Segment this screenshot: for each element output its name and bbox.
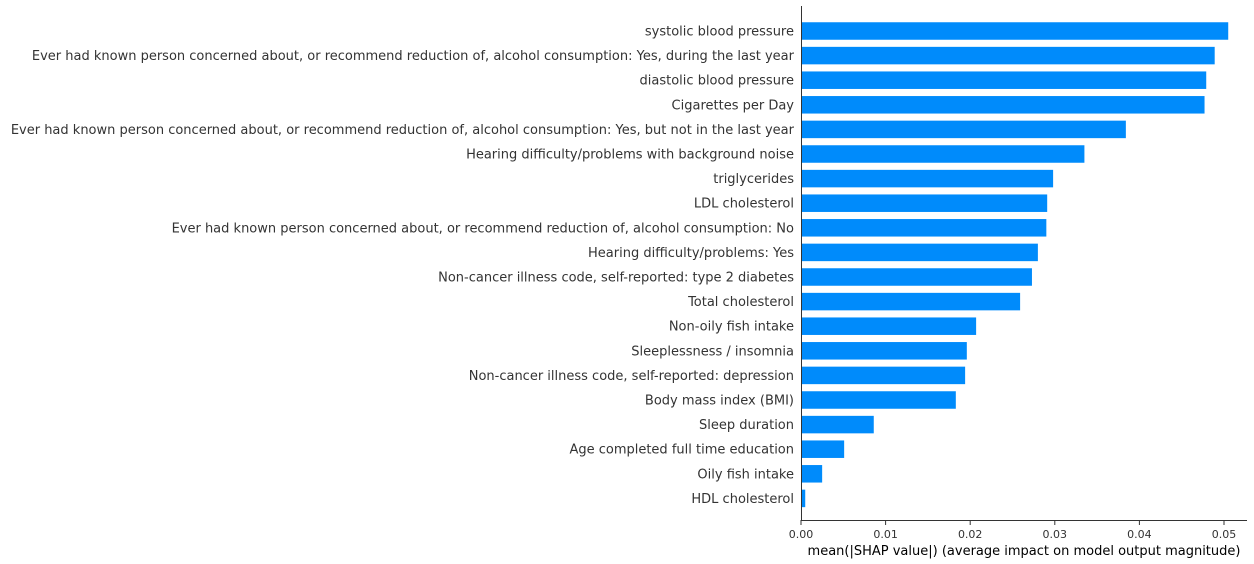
x-tick-label: 0.01	[873, 528, 898, 541]
bar-0	[801, 22, 1229, 40]
bar-14	[801, 366, 966, 385]
bars-group	[801, 22, 1229, 508]
bar-15	[801, 391, 956, 409]
feature-label: systolic blood pressure	[645, 25, 794, 40]
feature-label: Body mass index (BMI)	[645, 394, 794, 409]
feature-label: Non-cancer illness code, self-reported: …	[438, 271, 794, 286]
bar-19	[801, 489, 806, 508]
bar-7	[801, 194, 1048, 212]
feature-label: Non-cancer illness code, self-reported: …	[469, 369, 794, 384]
feature-label: Age completed full time education	[569, 443, 794, 458]
bar-6	[801, 169, 1054, 188]
x-tick-label: 0.02	[958, 528, 983, 541]
feature-label: LDL cholesterol	[694, 197, 794, 212]
feature-label: diastolic blood pressure	[640, 74, 794, 89]
bar-18	[801, 465, 823, 483]
feature-label: Total cholesterol	[687, 295, 794, 310]
x-ticks-group: 0.00 0.01 0.02 0.03 0.04 0.05	[789, 520, 1237, 541]
feature-label: Oily fish intake	[697, 467, 794, 482]
x-tick-label: 0.05	[1212, 528, 1237, 541]
feature-label: Cigarettes per Day	[672, 98, 795, 113]
feature-label: Ever had known person concerned about, o…	[172, 221, 794, 236]
x-tick-label: 0.03	[1043, 528, 1068, 541]
feature-label: HDL cholesterol	[691, 492, 794, 507]
bar-10	[801, 268, 1032, 286]
feature-label: Hearing difficulty/problems: Yes	[588, 246, 794, 261]
bar-5	[801, 145, 1085, 163]
bar-12	[801, 317, 977, 335]
feature-label: Non-oily fish intake	[669, 320, 794, 335]
bar-8	[801, 219, 1047, 237]
bar-1	[801, 46, 1215, 65]
feature-label: Ever had known person concerned about, o…	[11, 123, 795, 138]
bar-17	[801, 440, 845, 458]
x-axis-title: mean(|SHAP value|) (average impact on mo…	[808, 544, 1241, 559]
x-tick-label: 0.04	[1127, 528, 1152, 541]
bar-16	[801, 415, 874, 434]
bar-11	[801, 292, 1021, 311]
feature-label: triglycerides	[713, 172, 794, 187]
feature-label: Hearing difficulty/problems with backgro…	[466, 148, 794, 163]
feature-labels-group: systolic blood pressure Ever had known pe…	[11, 25, 795, 507]
feature-label: Sleep duration	[699, 418, 794, 433]
bar-4	[801, 120, 1126, 139]
feature-label: Sleeplessness / insomnia	[631, 344, 794, 359]
bar-13	[801, 342, 967, 360]
bar-9	[801, 243, 1038, 262]
bar-3	[801, 96, 1205, 114]
feature-label: Ever had known person concerned about, o…	[32, 49, 795, 64]
x-tick-label: 0.00	[789, 528, 814, 541]
bar-2	[801, 71, 1207, 89]
